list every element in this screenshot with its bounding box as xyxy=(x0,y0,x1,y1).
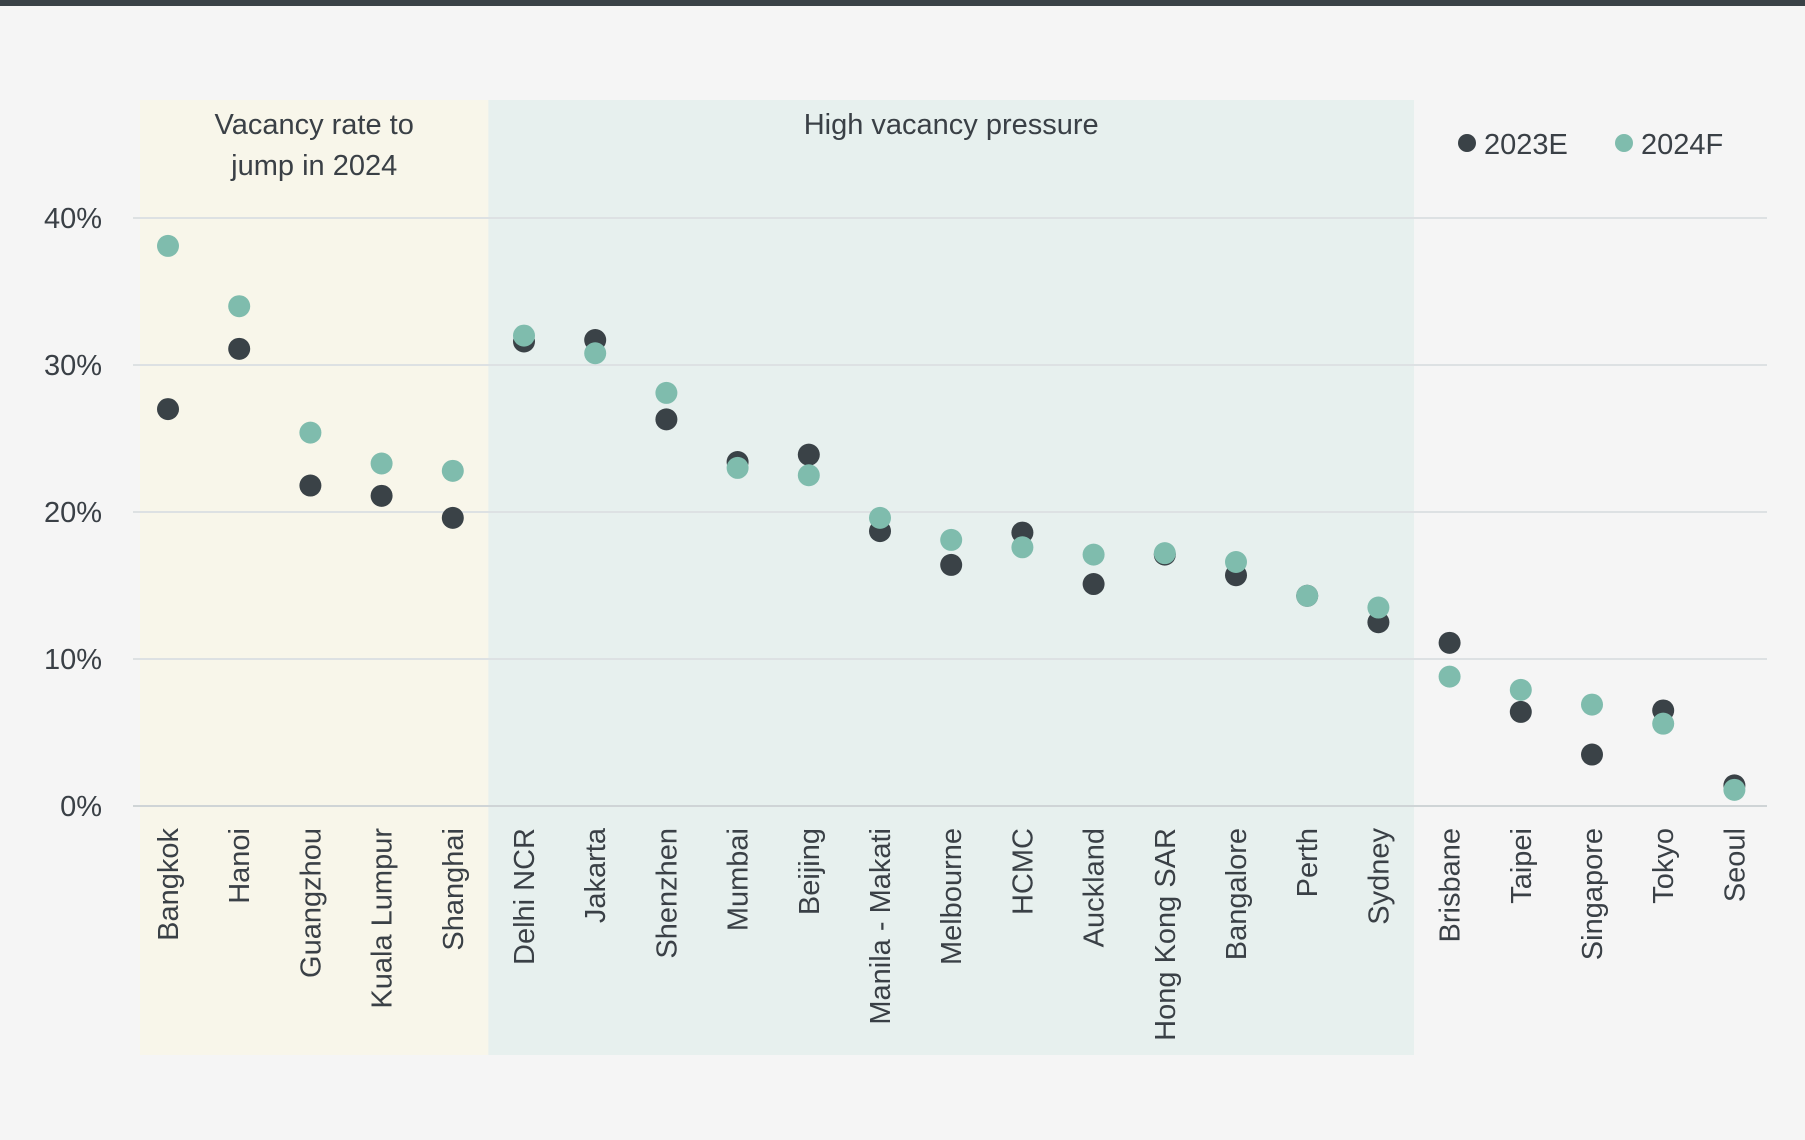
x-category-label: Perth xyxy=(1292,828,1324,897)
x-category-label: Seoul xyxy=(1719,828,1751,902)
point-2024F-taipei xyxy=(1509,678,1532,701)
y-tick-label: 0% xyxy=(60,791,102,823)
point-2024F-hanoi xyxy=(228,295,251,318)
region-label-0-line-0: Vacancy rate to xyxy=(215,109,414,141)
point-2024F-brisbane xyxy=(1438,665,1461,688)
x-category-label: Delhi NCR xyxy=(509,828,541,965)
point-2024F-bangkok xyxy=(157,234,179,257)
x-category-label: Guangzhou xyxy=(295,828,327,978)
point-2024F-delhi-ncr xyxy=(513,324,535,347)
x-category-label: Jakarta xyxy=(580,827,612,923)
point-2024F-sydney xyxy=(1367,596,1390,619)
legend: 2023E 2024F xyxy=(1458,129,1723,161)
point-2024F-jakarta xyxy=(584,342,607,365)
x-category-label: Bangkok xyxy=(153,828,185,941)
point-2024F-guangzhou xyxy=(299,421,322,444)
regions-layer: Vacancy rate to jump in 2024 High vacancy … xyxy=(140,100,1414,1055)
point-2023E-beijing xyxy=(797,443,820,466)
x-category-label: Singapore xyxy=(1577,828,1609,960)
x-category-label: Auckland xyxy=(1079,828,1111,947)
y-tick-label: 40% xyxy=(44,203,102,235)
point-2024F-shenzhen xyxy=(655,381,678,404)
point-2024F-singapore xyxy=(1581,693,1603,716)
top-border xyxy=(0,0,1805,6)
point-2024F-hong-kong-sar xyxy=(1153,542,1176,565)
x-category-label: Bangalore xyxy=(1221,828,1253,960)
point-2024F-bangalore xyxy=(1225,550,1247,573)
point-2024F-perth xyxy=(1296,584,1319,607)
point-2023E-brisbane xyxy=(1438,631,1461,654)
point-2024F-seoul xyxy=(1723,778,1746,801)
legend-marker-2024F xyxy=(1615,134,1633,152)
x-category-label: Tokyo xyxy=(1648,828,1680,904)
point-2023E-shenzhen xyxy=(655,408,678,431)
y-tick-label: 10% xyxy=(44,644,102,676)
point-2023E-melbourne xyxy=(940,553,963,576)
point-2023E-bangkok xyxy=(157,398,179,421)
x-category-label: Mumbai xyxy=(723,828,755,931)
legend-marker-2023E xyxy=(1458,134,1476,152)
x-category-label: Beijing xyxy=(794,828,826,915)
legend-label-2024F: 2024F xyxy=(1641,129,1723,161)
point-2023E-hanoi xyxy=(228,337,251,360)
x-category-label: Shanghai xyxy=(438,828,470,951)
x-category-label: Kuala Lumpur xyxy=(367,828,399,1009)
y-axis-ticks: 0% 10% 20% 30% 40% xyxy=(44,203,102,823)
point-2024F-tokyo xyxy=(1652,712,1675,735)
x-category-label: Shenzhen xyxy=(651,828,683,959)
region-label-1-line-0: High vacancy pressure xyxy=(804,109,1099,141)
point-2024F-manila---makati xyxy=(869,506,891,529)
x-category-label: Sydney xyxy=(1363,828,1395,925)
legend-label-2023E: 2023E xyxy=(1484,129,1568,161)
point-2024F-auckland xyxy=(1082,543,1105,566)
x-axis-categories: Bangkok Hanoi Guangzhou Kuala Lumpur Shangha… xyxy=(153,827,1751,1041)
region-label-0-line-1: jump in 2024 xyxy=(230,150,397,182)
x-category-label: Hanoi xyxy=(224,828,256,904)
region-band-1 xyxy=(488,100,1414,1055)
x-category-label: Melbourne xyxy=(936,828,968,965)
point-2024F-beijing xyxy=(797,464,820,487)
x-category-label: Taipei xyxy=(1506,828,1538,904)
x-category-label: Hong Kong SAR xyxy=(1150,828,1182,1041)
x-category-label: Brisbane xyxy=(1435,828,1467,942)
point-2024F-shanghai xyxy=(441,459,464,482)
point-2024F-kuala-lumpur xyxy=(370,452,393,475)
point-2023E-shanghai xyxy=(441,506,464,529)
point-2023E-guangzhou xyxy=(299,474,322,497)
point-2023E-taipei xyxy=(1509,700,1532,723)
y-tick-label: 20% xyxy=(44,497,102,529)
region-band-0 xyxy=(140,100,489,1055)
point-2023E-kuala-lumpur xyxy=(370,484,393,507)
y-tick-label: 30% xyxy=(44,350,102,382)
point-2023E-auckland xyxy=(1082,573,1105,596)
point-2024F-mumbai xyxy=(726,456,749,479)
data-points xyxy=(157,234,1746,801)
point-2024F-melbourne xyxy=(940,528,963,551)
grid-layer xyxy=(133,217,1767,807)
x-category-label: HCMC xyxy=(1007,828,1039,915)
x-category-label: Manila - Makati xyxy=(865,828,897,1025)
point-2024F-hcmc xyxy=(1011,536,1034,559)
point-2023E-singapore xyxy=(1581,743,1603,766)
